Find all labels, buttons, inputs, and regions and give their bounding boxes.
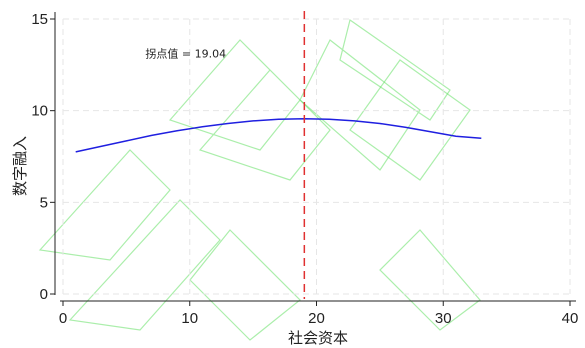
axes: 0 5 10 15 0 10 20 30 40 [31,11,578,327]
x-tick-label: 30 [435,310,452,327]
x-tick-label: 20 [308,310,325,327]
plot-marks [75,11,482,299]
grid [62,18,571,295]
y-axis-title: 数字融入 [11,136,29,196]
y-tick-label: 5 [40,194,48,211]
watermark [38,19,481,341]
y-tick-label: 0 [40,286,48,303]
y-tick-label: 15 [31,11,48,28]
x-tick-label: 0 [59,310,67,327]
x-tick-label: 40 [562,310,579,327]
x-axis-title: 社会资本 [288,329,348,347]
series-line [75,117,482,153]
y-tick-label: 10 [31,103,48,120]
turning-point-annotation: 拐点值 = 19.04 [145,47,226,61]
x-tick-label: 10 [181,310,198,327]
